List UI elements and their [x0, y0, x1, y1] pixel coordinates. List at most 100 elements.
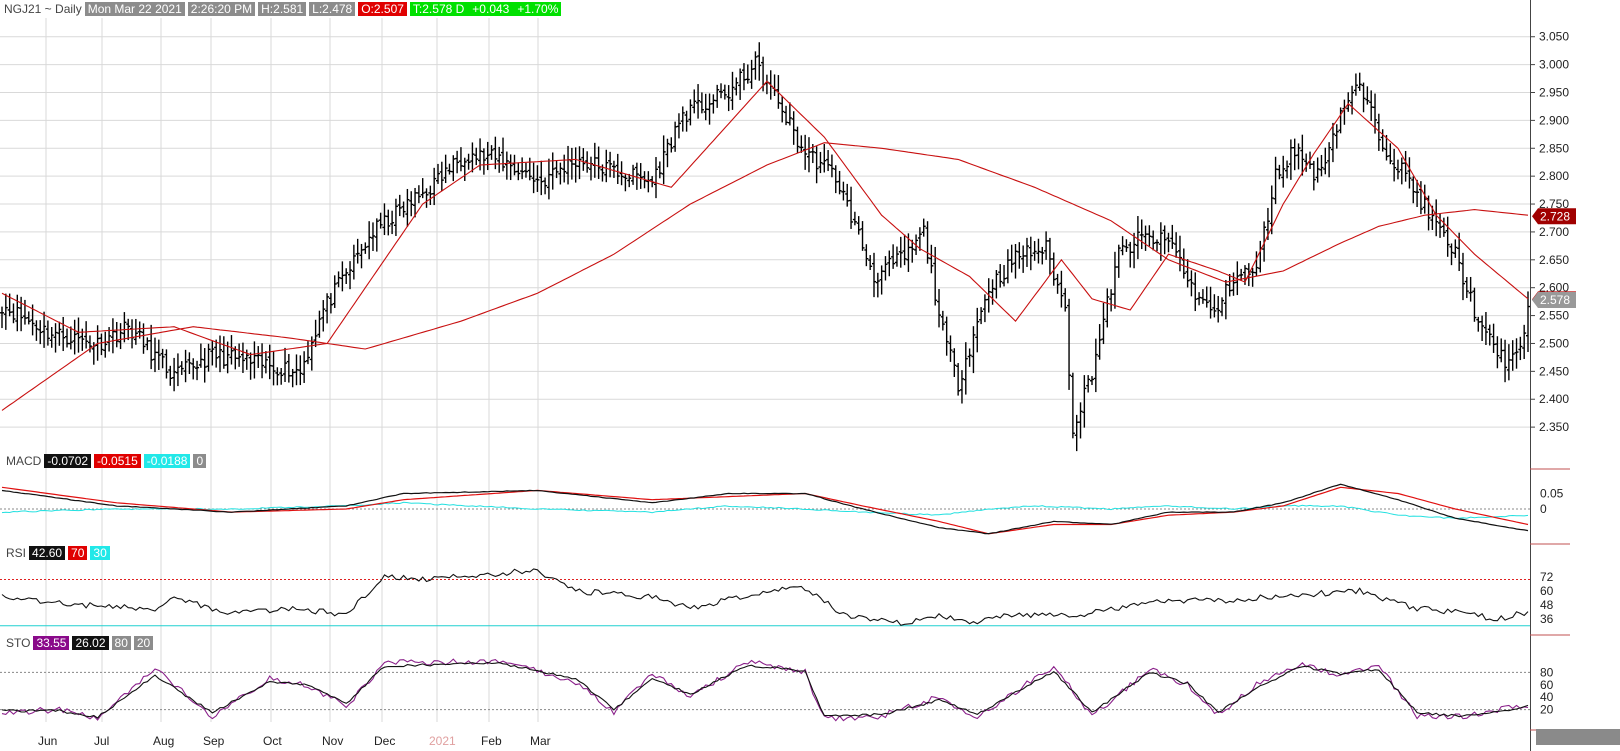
ohlc-bar — [378, 212, 383, 229]
ohlc-bar — [363, 242, 368, 254]
ohlc-bar — [233, 346, 238, 370]
ohlc-bar — [53, 323, 58, 353]
ohlc-bar — [543, 177, 548, 195]
macd-histo-value: -0.0188 — [143, 454, 191, 468]
ohlc-bar — [1082, 375, 1087, 428]
ohlc-bar — [1208, 286, 1213, 319]
ohlc-bar — [133, 318, 138, 345]
ohlc-bar — [757, 42, 762, 81]
sto-lower-value: 20 — [133, 636, 154, 650]
ohlc-bar — [87, 335, 92, 353]
ohlc-bar — [1353, 73, 1358, 96]
ohlc-bar — [451, 155, 456, 182]
ohlc-bar — [703, 93, 708, 121]
price-tick-label: 2.650 — [1539, 253, 1569, 267]
ohlc-bar — [1399, 157, 1404, 185]
time-badge: 2:26:20 PM — [187, 2, 256, 16]
ohlc-bar — [1051, 252, 1056, 286]
ohlc-bar — [1044, 231, 1049, 260]
ohlc-bar — [894, 246, 899, 267]
ohlc-bar — [76, 317, 81, 353]
ohlc-bar — [313, 319, 318, 348]
ohlc-bar — [1235, 261, 1240, 296]
moving-average-short — [1, 80, 1529, 356]
horizontal-scrollbar[interactable] — [1536, 729, 1620, 745]
ohlc-bar — [837, 170, 842, 195]
sto-d-value: 26.02 — [72, 636, 109, 650]
ohlc-bar — [0, 306, 4, 329]
ohlc-bar — [1315, 157, 1320, 183]
ohlc-bar — [1143, 225, 1148, 251]
ohlc-bar — [585, 151, 590, 173]
ohlc-bar — [803, 134, 808, 170]
ohlc-bar — [1407, 157, 1412, 189]
ohlc-bar — [569, 147, 574, 180]
ohlc-bar — [221, 336, 226, 369]
ohlc-bar — [1063, 288, 1068, 312]
ohlc-bar — [1174, 232, 1179, 258]
ohlc-bar — [260, 343, 265, 379]
ohlc-bar — [122, 312, 127, 343]
moving-average-long — [1, 142, 1529, 411]
ohlc-bar — [156, 339, 161, 370]
ohlc-bar — [1032, 241, 1037, 261]
ohlc-bar — [596, 146, 601, 179]
ohlc-bar — [1468, 276, 1473, 302]
ohlc-bar — [937, 289, 942, 328]
ohlc-bar — [1262, 221, 1267, 262]
ohlc-bar — [1319, 154, 1324, 177]
ohlc-bar — [1311, 160, 1316, 191]
ohlc-bar — [305, 341, 310, 365]
ohlc-bar — [103, 331, 108, 358]
ohlc-bar — [26, 311, 31, 325]
ohlc-bar — [1376, 113, 1381, 151]
macd-line — [1, 483, 1529, 535]
ohlc-bar — [711, 94, 716, 114]
ohlc-bar — [826, 150, 831, 172]
ohlc-bar — [849, 186, 854, 229]
ohlc-bar — [1204, 286, 1209, 308]
ohlc-bar — [401, 201, 406, 218]
ohlc-bar — [516, 162, 521, 181]
ohlc-bar — [715, 84, 720, 108]
last-badge: T:2.578 D +0.043 +1.70% — [409, 2, 562, 16]
ohlc-bar — [833, 165, 838, 194]
ohlc-bar — [1116, 244, 1121, 278]
ohlc-bar — [1418, 181, 1423, 215]
ohlc-bar — [940, 310, 945, 331]
ohlc-bar — [30, 304, 35, 336]
ohlc-bar — [367, 221, 372, 260]
ohlc-bar — [1212, 294, 1217, 318]
ohlc-bar — [657, 161, 662, 179]
sto-upper-value: 80 — [111, 636, 131, 650]
ohlc-bar — [661, 135, 666, 185]
ohlc-bar — [1124, 239, 1129, 252]
ohlc-bar — [34, 320, 39, 341]
x-tick-label: Aug — [153, 734, 174, 748]
ohlc-bar — [1526, 291, 1530, 352]
ohlc-bar — [409, 191, 414, 217]
chart-header: NGJ21 ~ Daily Mon Mar 22 2021 2:26:20 PM… — [4, 2, 562, 16]
ohlc-bar — [1258, 240, 1263, 273]
ohlc-bar — [1047, 237, 1052, 275]
ohlc-bar — [611, 160, 616, 178]
ohlc-bar — [1013, 244, 1018, 279]
ohlc-bar — [875, 272, 880, 298]
ohlc-bar — [1074, 414, 1079, 452]
ohlc-bar — [527, 157, 532, 181]
macd-signal-line — [1, 486, 1529, 535]
ohlc-bar — [1189, 270, 1194, 297]
ma-long-tag-bg — [1532, 208, 1576, 225]
ohlc-bar — [42, 311, 47, 348]
ohlc-bar — [982, 294, 987, 323]
ma-long-tag: 2.728 — [1540, 209, 1570, 223]
sto-header: STO 33.55 26.02 80 20 — [6, 636, 154, 650]
ohlc-bar — [267, 344, 272, 380]
ohlc-bar — [608, 151, 613, 178]
ohlc-bar — [45, 320, 50, 346]
ohlc-bar — [470, 142, 475, 173]
ohlc-bar — [1093, 338, 1098, 393]
ohlc-bar — [374, 218, 379, 252]
macd-tick-label: 0 — [1540, 502, 1547, 516]
